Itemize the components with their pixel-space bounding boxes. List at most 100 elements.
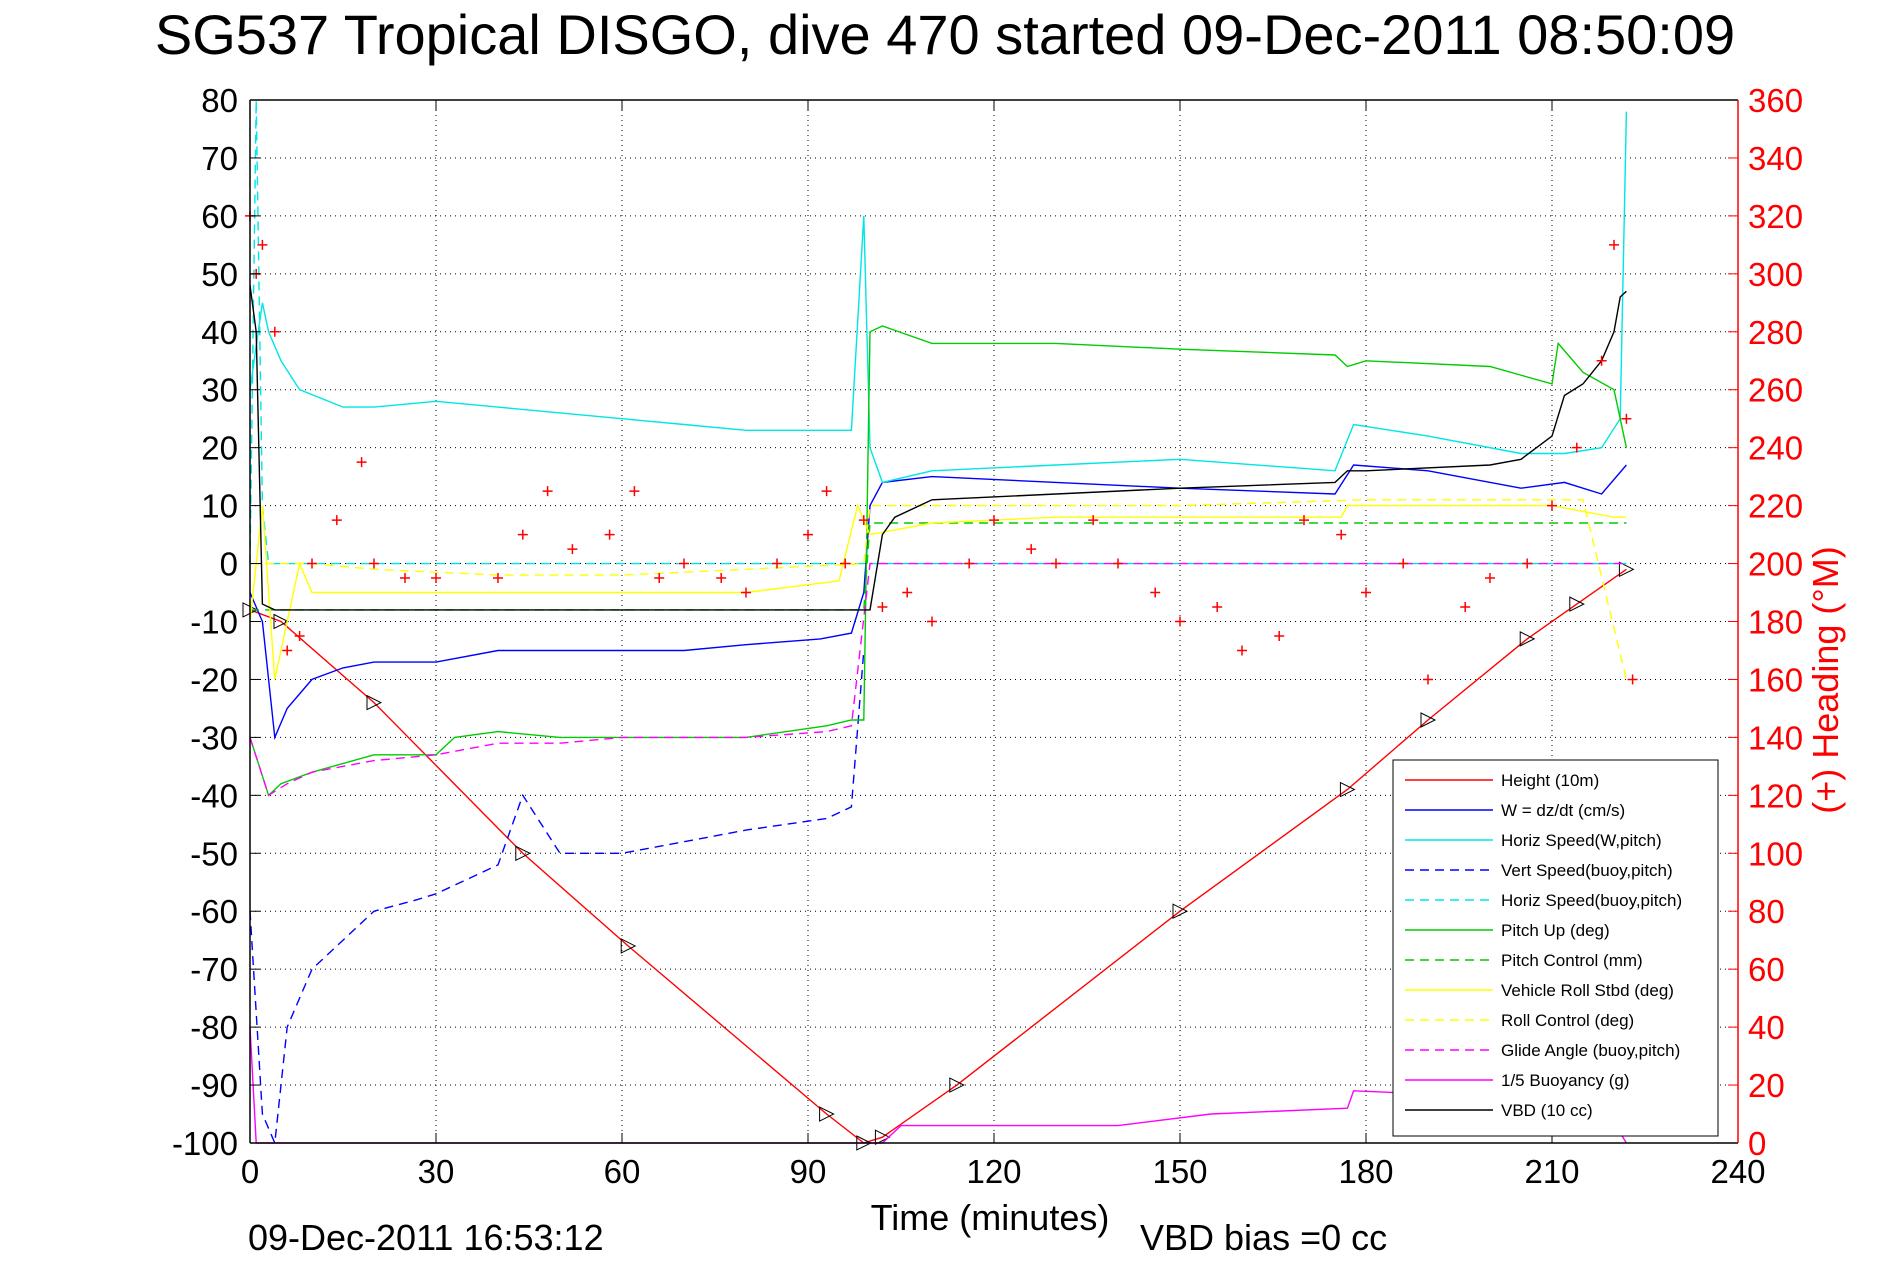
- height-marker: [1519, 631, 1536, 647]
- right-tick-label: 340: [1748, 140, 1803, 177]
- height-marker: [620, 938, 637, 954]
- legend-label: Horiz Speed(buoy,pitch): [1501, 891, 1682, 910]
- heading-point: [840, 558, 851, 569]
- heading-point: [803, 529, 813, 540]
- series-line-vehicle-roll-stbd-deg: [249, 503, 1627, 680]
- y-tick-label: -100: [172, 1125, 238, 1162]
- legend-label: 1/5 Buoyancy (g): [1501, 1071, 1630, 1090]
- heading-point: [1026, 544, 1037, 555]
- height-marker: [949, 1077, 965, 1093]
- right-tick-label: 180: [1748, 604, 1803, 641]
- heading-point: [1212, 602, 1223, 613]
- heading-point: [1522, 558, 1533, 569]
- y-tick-label: 20: [201, 430, 238, 467]
- heading-point: [269, 326, 280, 337]
- right-tick-label: 0: [1748, 1125, 1766, 1162]
- x-tick-label: 60: [604, 1153, 641, 1190]
- right-tick-label: 140: [1748, 719, 1803, 756]
- height-marker: [366, 694, 383, 711]
- right-tick-label: 240: [1748, 430, 1803, 467]
- legend-label: Glide Angle (buoy,pitch): [1501, 1041, 1680, 1060]
- heading-point: [331, 515, 342, 526]
- y-tick-label: -60: [190, 893, 238, 930]
- heading-point: [964, 558, 975, 569]
- heading-point: [772, 558, 782, 569]
- legend-box: [1392, 759, 1719, 1137]
- x-tick-label: 30: [418, 1153, 455, 1190]
- right-tick-label: 200: [1748, 546, 1803, 583]
- series-line-vert-speed-buoy-pitch: [249, 650, 865, 1146]
- right-tick-label: 80: [1748, 893, 1785, 930]
- x-tick-label: 150: [1152, 1153, 1207, 1190]
- x-tick-label: 210: [1524, 1153, 1579, 1190]
- heading-point: [517, 529, 528, 540]
- y-tick-label: 10: [201, 488, 238, 525]
- right-tick-label: 300: [1748, 256, 1803, 293]
- heading-point: [716, 573, 727, 584]
- heading-point: [1423, 674, 1433, 685]
- y-tick-label: 30: [201, 372, 238, 409]
- heading-point: [1547, 500, 1557, 511]
- x-tick-label: 240: [1710, 1153, 1765, 1190]
- heading-point: [1274, 630, 1285, 641]
- legend-label: Height (10m): [1501, 771, 1599, 790]
- right-tick-label: 220: [1748, 488, 1803, 525]
- legend-label: Horiz Speed(W,pitch): [1501, 831, 1662, 850]
- heading-point: [1460, 602, 1471, 613]
- right-tick-label: 60: [1748, 951, 1785, 988]
- height-marker: [1618, 561, 1635, 578]
- heading-point: [989, 515, 999, 526]
- heading-point: [821, 486, 832, 497]
- y-tick-label: 70: [201, 140, 238, 177]
- heading-point: [858, 515, 869, 526]
- legend-label: Pitch Control (mm): [1501, 951, 1643, 970]
- y-tick-label: -80: [190, 1009, 238, 1046]
- heading-point: [1398, 558, 1409, 569]
- right-tick-label: 360: [1748, 82, 1803, 119]
- heading-point: [307, 558, 317, 569]
- series-line-w-dz-dt-cm-s: [249, 464, 1627, 741]
- series-line-horiz-speed-w-pitch: [249, 111, 1628, 484]
- heading-point: [1361, 587, 1371, 598]
- right-tick-label: 160: [1748, 661, 1803, 698]
- height-marker: [819, 1106, 835, 1122]
- right-axis-label: (+) Heading (°M): [1805, 546, 1846, 813]
- height-marker: [273, 613, 290, 630]
- heading-point: [1299, 515, 1309, 526]
- heading-point: [604, 529, 615, 540]
- heading-point: [1088, 515, 1099, 526]
- right-tick-label: 320: [1748, 198, 1803, 235]
- heading-point: [542, 486, 553, 497]
- heading-point: [1336, 529, 1347, 540]
- timestamp-footer: 09-Dec-2011 16:53:12: [248, 1217, 604, 1258]
- height-marker: [1420, 712, 1437, 728]
- heading-point: [902, 587, 913, 598]
- y-tick-label: -90: [190, 1067, 238, 1104]
- legend-label: Vert Speed(buoy,pitch): [1501, 861, 1673, 880]
- heading-point: [1150, 587, 1161, 598]
- legend-label: W = dz/dt (cm/s): [1501, 801, 1625, 820]
- x-tick-label: 90: [790, 1153, 827, 1190]
- chart-title: SG537 Tropical DISGO, dive 470 started 0…: [155, 3, 1735, 66]
- heading-point: [1571, 442, 1582, 453]
- vbd-bias-footer: VBD bias =0 cc: [1140, 1217, 1387, 1258]
- x-tick-label: 180: [1338, 1153, 1393, 1190]
- legend-label: Vehicle Roll Stbd (deg): [1501, 981, 1674, 1000]
- legend-label: VBD (10 cc): [1501, 1101, 1593, 1120]
- heading-point: [356, 457, 367, 468]
- y-tick-label: -70: [190, 951, 238, 988]
- y-tick-label: 50: [201, 256, 238, 293]
- right-tick-label: 40: [1748, 1009, 1785, 1046]
- series-line-glide-angle-buoy-pitch: [249, 562, 1627, 797]
- height-marker: [1339, 781, 1356, 798]
- heading-point: [1621, 413, 1632, 424]
- series-line-height-10m: [249, 568, 1627, 1144]
- heading-point: [567, 544, 578, 555]
- heading-point: [927, 616, 937, 627]
- heading-point: [1051, 558, 1061, 569]
- height-marker: [1172, 903, 1189, 920]
- legend-label: Roll Control (deg): [1501, 1011, 1634, 1030]
- y-tick-label: 40: [201, 314, 238, 351]
- heading-point: [1627, 674, 1638, 685]
